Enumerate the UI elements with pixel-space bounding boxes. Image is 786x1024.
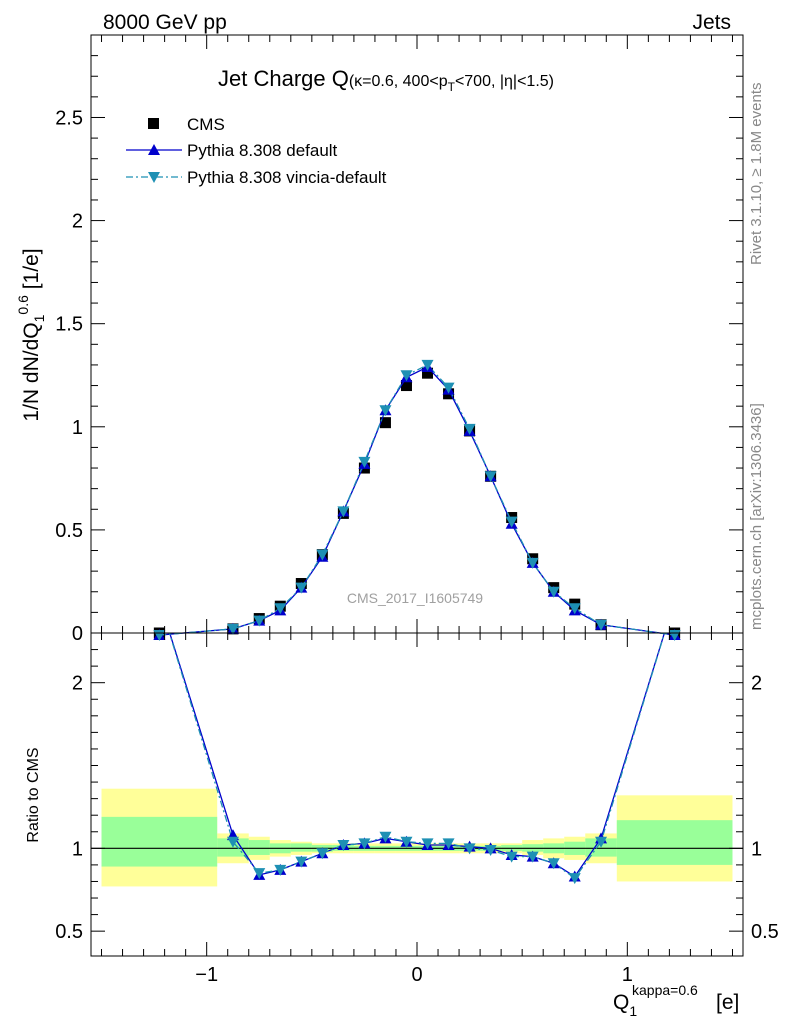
ratio-inner-band: [248, 840, 270, 855]
main-pythia-vincia-point: [379, 405, 392, 417]
ratio-pythia-vincia-point: [274, 864, 287, 876]
main-pythia-vincia-point: [274, 603, 287, 615]
ratio-pythia-vincia-point: [253, 868, 266, 880]
x-tick-label: −1: [195, 964, 218, 986]
ratio-inner-band: [290, 843, 312, 852]
main-pythia-vincia-point: [547, 586, 560, 598]
ratio-pythia-vincia-point: [595, 836, 608, 848]
main-y-axis-label-suffix: [1/e]: [20, 248, 43, 295]
plot-title-cond-sub: T: [448, 80, 456, 94]
x-axis-label-main: Q: [613, 991, 629, 1014]
ratio-pythia-vincia-point: [547, 858, 560, 870]
main-y-axis-label: 1/N dN/dQ10.6 [1/e]: [15, 248, 47, 421]
ratio-y-tick-label: 2: [72, 673, 83, 695]
main-pythia-vincia-point: [316, 549, 329, 561]
main-pythia-vincia-point: [337, 506, 350, 518]
ratio-pythia-vincia-point: [316, 848, 329, 860]
main-pythia-vincia-point: [568, 603, 581, 615]
energy-label: 8000 GeV pp: [103, 11, 227, 34]
main-y-tick-label: 0: [72, 623, 83, 645]
ratio-y-tick-label-right: 2: [751, 673, 762, 695]
x-axis-label-sup: kappa=0.6: [632, 982, 698, 998]
ratio-pythia-vincia-point: [337, 840, 350, 852]
cms-data-point: [400, 380, 412, 392]
jets-label: Jets: [692, 11, 731, 34]
main-y-axis-label-sub: 1: [31, 314, 47, 322]
main-y-tick-label: 0.5: [55, 520, 83, 542]
main-pythia-vincia-point: [526, 557, 539, 569]
legend-vincia-marker: [148, 172, 160, 183]
ratio-panel: 0.5 0.51 12 2−1 0 1 Ratio to CMS Q1kappa=0.6[…: [25, 632, 779, 1019]
ratio-pythia-vincia-point: [568, 873, 581, 885]
cms-data-point: [422, 367, 434, 379]
ratio-pythia-vincia-point: [295, 856, 308, 868]
main-pythia-vincia-point: [463, 423, 476, 435]
ratio-pythia-vincia-point: [226, 836, 239, 848]
watermark: CMS_2017_I1605749: [347, 590, 483, 606]
x-tick-label: 0: [411, 964, 422, 986]
plot-title-cond-1: (κ=0.6, 400<p: [349, 73, 448, 90]
ratio-pythia-vincia-point: [505, 851, 518, 863]
plot-title: Jet Charge Q(κ=0.6, 400<pT<700, |η|<1.5): [218, 66, 554, 94]
main-pythia-vincia-point: [421, 359, 434, 371]
plot-title-cond-2: <700, |η|<1.5): [455, 73, 554, 90]
legend-cms-marker: [148, 118, 159, 129]
main-y-axis-label-prefix: 1/N dN/dQ: [20, 322, 43, 421]
main-pythia-vincia-point: [295, 582, 308, 594]
main-pythia-vincia-point: [484, 471, 497, 483]
main-y-tick-label: 1: [72, 417, 83, 439]
ratio-pythia-vincia-point: [400, 836, 413, 848]
ratio-pythia-vincia-point: [358, 838, 371, 850]
rivet-version-label: Rivet 3.1.10, ≥ 1.8M events: [748, 83, 765, 266]
main-pythia-vincia-point: [505, 516, 518, 528]
ratio-pythia-vincia-point: [421, 838, 434, 850]
main-pythia-vincia-point: [358, 456, 371, 468]
ratio-inner-band: [101, 816, 218, 867]
ratio-y-tick-label: 1: [72, 838, 83, 860]
ratio-pythia-vincia-point: [463, 843, 476, 855]
plot-title-main: Jet Charge Q: [218, 66, 349, 91]
main-panel: 0 0.5 1 1.5 2 2.5 CMS_2017_I1605749 Jet Charg…: [15, 34, 744, 645]
legend-default-label: Pythia 8.308 default: [187, 141, 338, 160]
main-pythia-vincia-point: [442, 382, 455, 394]
main-y-tick-label: 2.5: [55, 107, 83, 129]
ratio-pythia-vincia-point: [484, 844, 497, 856]
main-pythia-vincia-point: [595, 619, 608, 631]
mcplots-label: mcplots.cern.ch [arXiv:1306.3436]: [748, 403, 765, 630]
legend-vincia-label: Pythia 8.308 vincia-default: [187, 168, 387, 187]
ratio-y-tick-label-right: 0.5: [751, 921, 779, 943]
x-axis-label: Q1 kappa=0.6 [e]: [613, 982, 739, 1019]
legend: CMS Pythia 8.308 default Pythia 8.308 vi…: [126, 115, 387, 187]
x-axis-label-unit: [e]: [716, 991, 739, 1014]
x-tick-label: 1: [622, 964, 633, 986]
ratio-pythia-vincia-point: [526, 851, 539, 863]
main-pythia-vincia-point: [253, 615, 266, 627]
ratio-y-tick-label: 0.5: [55, 921, 83, 943]
x-axis-label-sub: 1: [629, 1003, 637, 1019]
cms-data-point: [379, 417, 391, 429]
ratio-pythia-vincia-point: [442, 838, 455, 850]
ratio-pythia-vincia-point: [379, 831, 392, 843]
legend-cms-label: CMS: [187, 115, 225, 134]
ratio-inner-band: [616, 820, 733, 865]
main-pythia-vincia-point: [400, 370, 413, 382]
main-y-tick-label: 1.5: [55, 314, 83, 336]
ratio-y-axis-label: Ratio to CMS: [25, 747, 42, 842]
main-pythia-vincia-point: [226, 623, 239, 635]
main-y-tick-label: 2: [72, 211, 83, 233]
ratio-y-tick-label-right: 1: [751, 838, 762, 860]
main-y-axis-label-sup: 0.6: [15, 295, 31, 315]
legend-default-marker: [148, 144, 160, 155]
